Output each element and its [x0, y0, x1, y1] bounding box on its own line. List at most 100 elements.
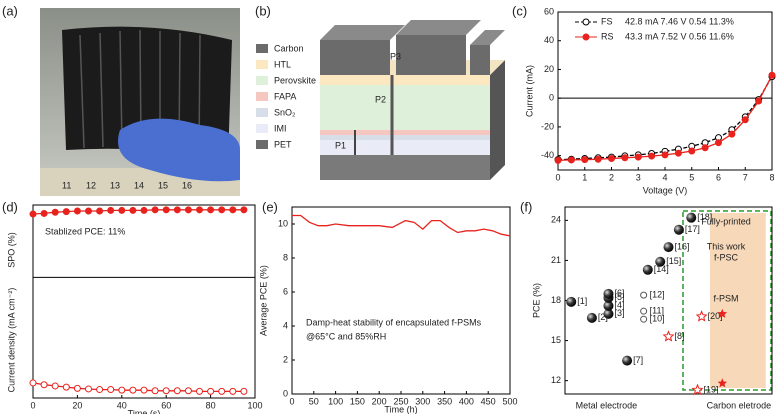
marker: [715, 139, 722, 147]
marker: [229, 387, 237, 395]
marker: [107, 206, 115, 214]
glove: [118, 118, 240, 182]
y-tick-label: 12: [551, 375, 561, 385]
marker: [655, 256, 666, 267]
point-label: [12]: [650, 290, 665, 300]
x-tick-label: 6: [716, 172, 721, 182]
carbon-block: [470, 45, 490, 75]
dashed-box: [682, 210, 772, 391]
carbon-block: [396, 35, 466, 75]
legend-label: Perovskite: [274, 75, 316, 85]
x-tick-label: 80: [206, 400, 216, 410]
x-tick-label: 500: [502, 396, 517, 406]
annotation: f-PSM: [713, 293, 738, 303]
marker: [661, 151, 669, 159]
marker: [173, 206, 181, 214]
x-tick-label: Metal electrode: [576, 400, 638, 410]
marker: [96, 386, 104, 394]
marker: [207, 206, 215, 214]
annotation: Damp-heat stability of encapsulated f-PS…: [306, 317, 482, 327]
legend-stats: 42.8 mA 7.46 V 0.54 11.3%: [625, 16, 734, 26]
ruler-label: 12: [86, 180, 96, 190]
marker: [184, 206, 192, 214]
annotation: Stablized PCE: 11%: [45, 226, 125, 236]
marker: [51, 208, 59, 216]
marker: [207, 387, 215, 395]
marker: [695, 310, 708, 322]
marker: [686, 212, 697, 223]
y-axis-label: Current (mA): [524, 65, 534, 117]
x-tick-label: Carbon eletrode: [707, 400, 772, 410]
annotation: @65°C and 85%RH: [306, 331, 386, 341]
y-tick-label: 24: [551, 215, 561, 225]
x-tick-label: 150: [350, 396, 365, 406]
marker: [674, 149, 682, 157]
x-tick-label: 0: [30, 400, 35, 410]
marker: [603, 308, 614, 319]
marker: [173, 387, 181, 395]
x-tick-label: 400: [459, 396, 474, 406]
marker: [648, 152, 656, 160]
annotation: Fully-printed: [701, 216, 751, 226]
marker: [741, 116, 749, 124]
marker: [51, 382, 59, 390]
marker: [582, 33, 590, 41]
carbon-top: [470, 30, 505, 45]
point-label: [19]: [703, 384, 718, 394]
y-axis-label: Current density (mA cm⁻²): [6, 288, 16, 393]
x-tick-label: 300: [415, 396, 430, 406]
marker: [717, 378, 728, 388]
panel-label: (d): [2, 199, 18, 214]
layer-htl: [320, 75, 490, 85]
x-tick-label: 0: [555, 172, 560, 182]
marker: [229, 206, 237, 214]
marker: [673, 224, 684, 235]
x-tick-label: 0: [289, 396, 294, 406]
marker: [688, 147, 696, 155]
marker: [107, 386, 115, 394]
carbon-top: [320, 25, 405, 40]
side-face: [490, 60, 505, 180]
marker: [642, 264, 653, 275]
film-strips: [79, 29, 201, 153]
legend-label: FS: [601, 16, 613, 26]
y-tick-label: 40: [544, 35, 554, 45]
marker: [218, 206, 226, 214]
panel-label: (a): [2, 3, 18, 18]
y-tick-label: 60: [544, 6, 554, 16]
marker: [96, 207, 104, 215]
legend-label: PET: [274, 139, 292, 149]
x-tick-label: 7: [743, 172, 748, 182]
marker: [151, 387, 159, 395]
marker: [40, 381, 48, 389]
y-axis-label: PCE (%): [531, 283, 541, 318]
marker: [634, 153, 642, 161]
marker: [40, 209, 48, 217]
point-label: [10]: [650, 314, 665, 324]
marker: [240, 387, 248, 395]
panel-label: (f): [520, 199, 532, 214]
x-tick-label: 250: [393, 396, 408, 406]
legend-swatch: [256, 124, 268, 133]
x-tick-label: 100: [247, 400, 262, 410]
marker: [184, 387, 192, 395]
y-tick-label: 2: [283, 354, 288, 364]
point-label: [18]: [697, 212, 712, 222]
carbon-top: [396, 20, 481, 35]
y-tick-label: 0: [283, 388, 288, 398]
legend-label: SnO₂: [274, 107, 296, 117]
marker: [118, 206, 126, 214]
point-label: [16]: [675, 241, 690, 251]
x-tick-label: 3: [636, 172, 641, 182]
marker: [62, 383, 70, 391]
marker: [29, 379, 37, 387]
marker: [140, 386, 148, 394]
legend-swatch: [256, 76, 268, 85]
ruler-label: 11: [62, 180, 71, 190]
marker: [73, 207, 81, 215]
legend-swatch: [256, 44, 268, 53]
marker: [582, 18, 590, 26]
marker: [603, 288, 614, 299]
carbon-block: [320, 40, 390, 75]
